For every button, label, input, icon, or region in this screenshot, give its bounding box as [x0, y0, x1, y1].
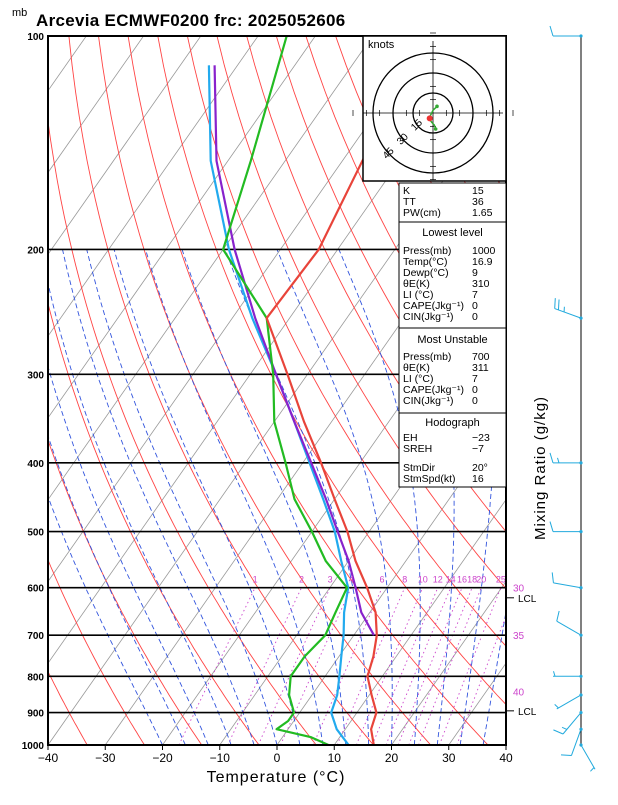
pressure-tick-label: 500	[27, 528, 44, 539]
pressure-tick-label: 700	[27, 631, 44, 642]
mixing-ratio-label: 25	[496, 575, 506, 585]
index-label: CIN(Jkg⁻¹)	[403, 311, 453, 323]
chart-title: Arcevia ECMWF0200 frc: 2025052606	[36, 11, 345, 30]
table-heading: Hodograph	[425, 417, 479, 429]
index-value: 1.65	[472, 207, 493, 219]
mixing-ratio-label: 4	[349, 575, 354, 585]
mixing-ratio-label: 14	[446, 575, 456, 585]
mixing-ratio-label: 12	[433, 575, 443, 585]
wind-barb-flag	[555, 298, 556, 308]
index-value: 0	[472, 395, 478, 407]
mixing-ratio-label: 6	[380, 575, 385, 585]
x-tick-label: 30	[442, 751, 456, 765]
hodograph-point	[435, 105, 439, 109]
pressure-tick-label: 900	[27, 709, 44, 720]
pressure-tick-label: 800	[27, 672, 44, 683]
wind-barb-base	[579, 586, 582, 589]
index-label: CIN(Jkg⁻¹)	[403, 395, 453, 407]
x-axis-label: Temperature (°C)	[207, 769, 346, 786]
mixing-ratio-label: 2	[299, 575, 304, 585]
index-label: StmSpd(kt)	[403, 473, 456, 485]
pressure-tick-label: 300	[27, 370, 44, 381]
wind-barb-base	[579, 634, 582, 637]
wind-barb-base	[579, 743, 582, 746]
mixing-ratio-label: 3	[328, 575, 333, 585]
wind-barb-base	[579, 317, 582, 320]
x-tick-label: −10	[210, 751, 231, 765]
x-tick-label: 40	[499, 751, 513, 765]
wind-barb-base	[579, 693, 582, 696]
table-heading: Lowest level	[422, 227, 483, 239]
wind-barb-base	[579, 675, 582, 678]
x-tick-label: −40	[38, 751, 59, 765]
hodograph-storm-marker	[427, 115, 433, 121]
wind-barb-base	[579, 34, 582, 37]
wind-barb-base	[579, 461, 582, 464]
lcl-label: LCL	[518, 707, 537, 718]
mixing-ratio-label: 10	[418, 575, 428, 585]
table-heading: Most Unstable	[417, 334, 487, 346]
mixing-ratio-label: 1	[253, 575, 258, 585]
pressure-tick-label: 200	[27, 245, 44, 256]
x-tick-label: 0	[274, 751, 281, 765]
wind-barb-base	[579, 728, 582, 731]
index-value: −7	[472, 443, 484, 455]
y-axis-label-right: Mixing Ratio (g/kg)	[532, 396, 549, 540]
wind-barb-base	[579, 530, 582, 533]
index-value: 0	[472, 311, 478, 323]
hodograph-unit-label: knots	[368, 39, 395, 51]
index-label: PW(cm)	[403, 207, 441, 219]
x-tick-label: 10	[328, 751, 342, 765]
x-tick-label: 20	[385, 751, 399, 765]
mixing-ratio-label: 16	[457, 575, 467, 585]
mixing-ratio-label: 20	[476, 575, 486, 585]
index-label: SREH	[403, 443, 432, 455]
hodograph-point	[434, 127, 438, 131]
moist-adiabat-label: 35	[513, 631, 525, 642]
unit-label-mb: mb	[12, 7, 27, 19]
pressure-tick-label: 600	[27, 584, 44, 595]
pressure-tick-label: 400	[27, 459, 44, 470]
wind-barb-flag	[561, 755, 571, 756]
mixing-ratio-label: 8	[402, 575, 407, 585]
wind-barb-base	[579, 711, 582, 714]
pressure-tick-label: 100	[27, 32, 44, 43]
moist-adiabat-label: 40	[513, 687, 525, 698]
x-tick-label: −30	[95, 751, 116, 765]
wind-barb-flag	[558, 300, 559, 310]
index-value: 16	[472, 473, 484, 485]
x-tick-label: −20	[152, 751, 173, 765]
lcl-label: LCL	[518, 594, 537, 605]
